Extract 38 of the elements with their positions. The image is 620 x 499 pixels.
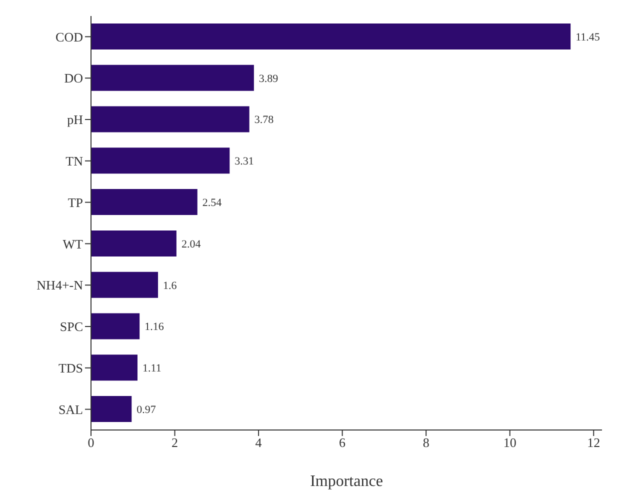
data-label: 0.97 [136,404,156,416]
bar [91,272,158,298]
bar [91,396,132,422]
data-label: 3.89 [258,72,279,85]
data-label: 1.11 [142,362,162,375]
x-tick-label: 4 [255,435,262,450]
data-label: 1.6 [163,280,178,292]
bar [91,106,250,132]
y-tick-label: SAL [58,402,84,417]
data-label: 2.04 [181,238,202,250]
y-tick-label: TDS [58,360,83,376]
bar [91,354,138,381]
x-tick-label: 12 [587,435,600,450]
data-label: 2.54 [202,196,222,209]
x-axis-title: Importance [310,473,383,490]
y-tick-label: DO [64,70,83,86]
bar [91,230,176,256]
y-tick-label: pH [67,112,83,128]
x-tick-label: 0 [88,435,94,450]
data-label: 1.16 [144,321,164,334]
y-tick-label: COD [56,29,83,44]
y-tick-label: TP [68,194,83,210]
bar [91,313,140,340]
x-tick-label: 6 [339,435,346,450]
data-label: 11.45 [576,31,600,44]
x-tick-label: 8 [422,435,430,450]
y-tick-label: NH4+-N [36,278,84,293]
bar [91,64,254,91]
y-tick-label: SPC [60,319,83,334]
data-label: 3.78 [254,114,274,126]
x-tick-label: 10 [503,435,516,450]
bar [91,148,230,174]
data-label: 3.31 [234,156,254,168]
bar [91,189,198,216]
y-tick-label: WT [62,236,84,252]
bar [91,23,571,50]
x-tick-label: 2 [172,435,178,450]
y-tick-label: TN [66,154,84,169]
